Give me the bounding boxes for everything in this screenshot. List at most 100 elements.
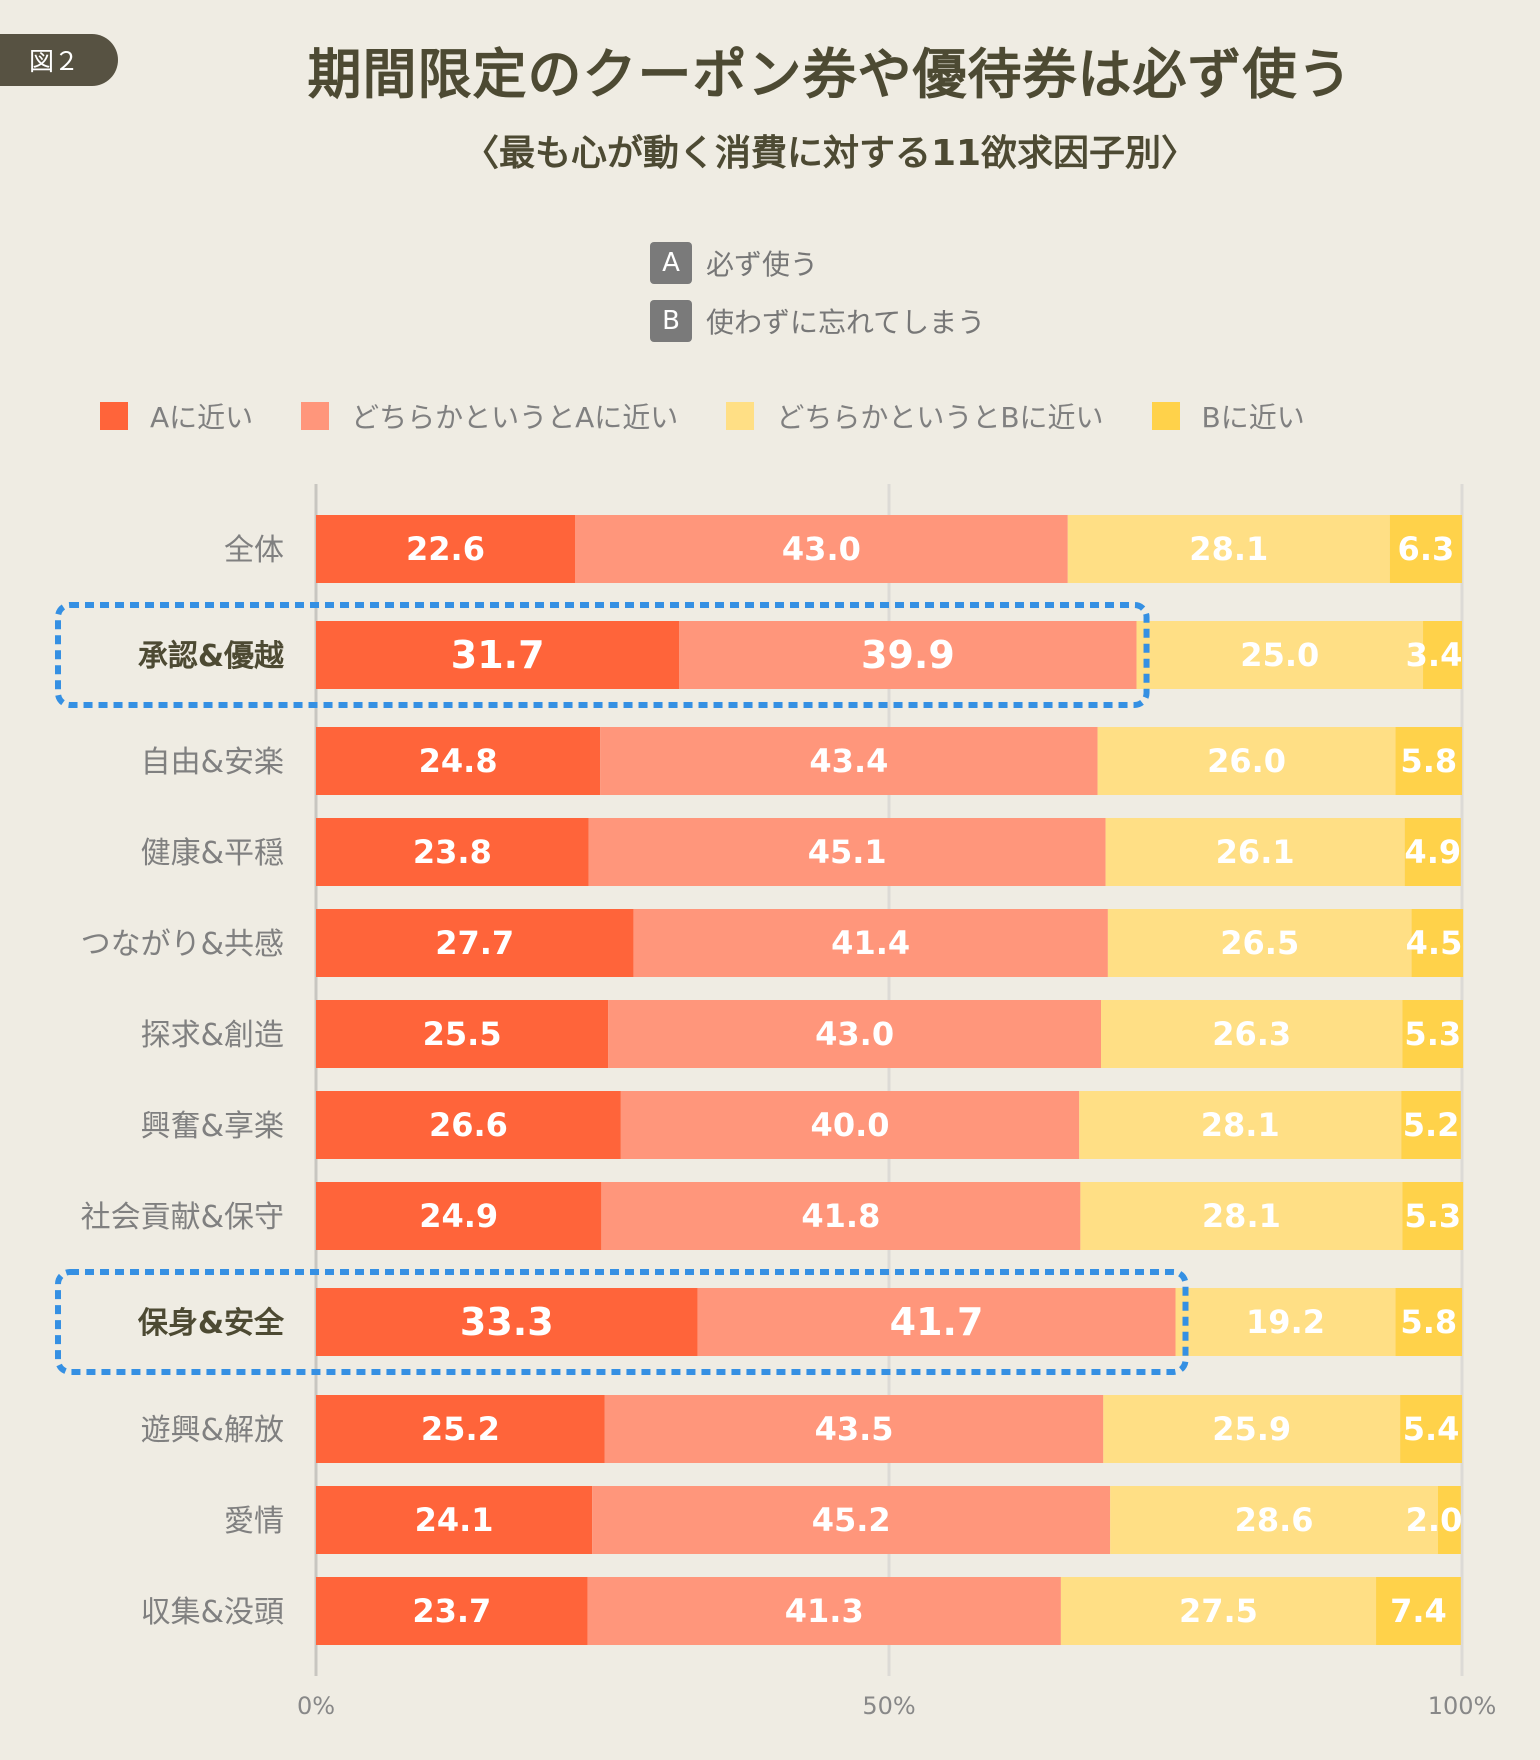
segment-somewhat-a <box>620 1091 1080 1159</box>
segment-near-b <box>1376 1577 1461 1645</box>
segment-near-b <box>1395 727 1462 795</box>
legend-label-somewhat-b: どちらかというとBに近い <box>776 401 1104 434</box>
ab-legend-item-a: A 必ず使う <box>650 242 985 284</box>
data-label: 39.9 <box>861 633 955 677</box>
data-label: 5.8 <box>1400 1303 1457 1341</box>
option-b-key: B <box>650 300 692 342</box>
segment-somewhat-a <box>600 727 1098 795</box>
data-label: 28.6 <box>1235 1501 1314 1539</box>
category-label: 承認&優越 <box>138 639 285 674</box>
segment-somewhat-a <box>608 1000 1102 1068</box>
data-label: 26.1 <box>1216 833 1295 871</box>
chart-subtitle: 〈最も心が動く消費に対する11欲求因子別〉 <box>462 133 1198 174</box>
category-label: 健康&平穏 <box>141 836 284 871</box>
legend-item-somewhat-b: どちらかというとBに近い <box>726 396 1104 436</box>
segment-near-a <box>316 1486 593 1554</box>
legend-label-near-a: Aに近い <box>150 401 254 434</box>
segment-near-a <box>316 1091 621 1159</box>
data-label: 43.4 <box>809 742 888 780</box>
data-label: 7.4 <box>1390 1592 1447 1630</box>
data-label: 24.1 <box>415 1501 494 1539</box>
segment-somewhat-b <box>1097 727 1396 795</box>
segment-somewhat-b <box>1067 515 1390 583</box>
highlight-box <box>55 602 1150 708</box>
segment-near-a <box>316 1182 602 1250</box>
data-label: 24.8 <box>419 742 498 780</box>
segment-near-a <box>316 1395 605 1463</box>
segment-somewhat-a <box>601 1182 1081 1250</box>
segment-near-b <box>1402 1182 1464 1250</box>
data-label: 5.4 <box>1403 1410 1460 1448</box>
data-label: 41.4 <box>831 924 910 962</box>
chart-title: 期間限定のクーポン券や優待券は必ず使う <box>307 43 1353 106</box>
segment-somewhat-a <box>592 1486 1111 1554</box>
legend-swatch-near-b <box>1151 402 1180 430</box>
data-label: 28.1 <box>1201 1106 1280 1144</box>
category-label: 社会貢献&保守 <box>81 1200 284 1235</box>
data-label: 2.0 <box>1406 1501 1463 1539</box>
data-label: 26.0 <box>1207 742 1286 780</box>
data-label: 5.2 <box>1403 1106 1460 1144</box>
data-label: 3.4 <box>1406 636 1463 674</box>
category-label: 遊興&解放 <box>141 1413 284 1448</box>
data-label: 43.0 <box>782 530 861 568</box>
segment-near-b <box>1411 909 1464 977</box>
option-a-text: 必ず使う <box>706 248 819 281</box>
segment-somewhat-b <box>1079 1091 1402 1159</box>
ab-legend-item-b: B 使わずに忘れてしまう <box>650 300 985 342</box>
segment-somewhat-b <box>1101 1000 1403 1068</box>
legend-swatch-near-a <box>100 402 128 430</box>
segment-somewhat-a <box>604 1395 1104 1463</box>
data-label: 4.5 <box>1406 924 1463 962</box>
ab-legend: A 必ず使う B 使わずに忘れてしまう <box>650 242 985 358</box>
category-label: 探求&創造 <box>141 1018 284 1053</box>
legend-item-near-b: Bに近い <box>1151 396 1305 436</box>
legend-label-somewhat-a: どちらかというとAに近い <box>351 401 679 434</box>
legend-item-near-a: Aに近い <box>100 396 253 436</box>
data-label: 41.3 <box>785 1592 864 1630</box>
segment-near-b <box>1395 1288 1462 1356</box>
data-label: 5.3 <box>1404 1197 1461 1235</box>
data-label: 40.0 <box>811 1106 890 1144</box>
segment-somewhat-b <box>1107 909 1412 977</box>
segment-near-a <box>316 818 589 886</box>
segment-near-a <box>316 1000 609 1068</box>
segment-near-a <box>316 515 575 583</box>
category-label: 自由&安楽 <box>141 745 284 780</box>
data-label: 26.3 <box>1212 1015 1291 1053</box>
segment-near-a <box>316 1288 698 1356</box>
series-legend: Aに近い どちらかというとAに近い どちらかというとBに近い Bに近い <box>100 396 1353 436</box>
category-label: つながり&共感 <box>81 927 284 962</box>
data-label: 45.2 <box>812 1501 891 1539</box>
data-label: 33.3 <box>460 1300 554 1344</box>
segment-near-a <box>316 1577 588 1645</box>
category-label: 収集&没頭 <box>141 1595 284 1630</box>
data-label: 23.8 <box>413 833 492 871</box>
segment-somewhat-a <box>679 621 1137 689</box>
segment-near-b <box>1437 1486 1461 1554</box>
segment-near-a <box>316 727 601 795</box>
segment-somewhat-b <box>1175 1288 1396 1356</box>
category-label: 全体 <box>224 533 284 568</box>
segment-near-b <box>1402 1000 1464 1068</box>
data-label: 27.5 <box>1179 1592 1258 1630</box>
segment-near-b <box>1389 515 1462 583</box>
segment-near-b <box>1423 621 1462 689</box>
data-label: 43.0 <box>815 1015 894 1053</box>
category-label: 保身&安全 <box>138 1306 285 1341</box>
data-label: 41.7 <box>890 1300 984 1344</box>
data-label: 43.5 <box>815 1410 894 1448</box>
category-label: 愛情 <box>224 1504 284 1539</box>
data-label: 45.1 <box>808 833 887 871</box>
segment-somewhat-b <box>1110 1486 1438 1554</box>
data-label: 6.3 <box>1398 530 1455 568</box>
data-label: 25.2 <box>421 1410 500 1448</box>
option-b-text: 使わずに忘れてしまう <box>706 306 986 339</box>
segment-somewhat-b <box>1080 1182 1403 1250</box>
segment-somewhat-a <box>587 1577 1061 1645</box>
data-label: 25.5 <box>423 1015 502 1053</box>
x-tick-label: 100% <box>1428 1692 1497 1720</box>
option-a-key: A <box>650 242 692 284</box>
segment-somewhat-a <box>588 818 1106 886</box>
